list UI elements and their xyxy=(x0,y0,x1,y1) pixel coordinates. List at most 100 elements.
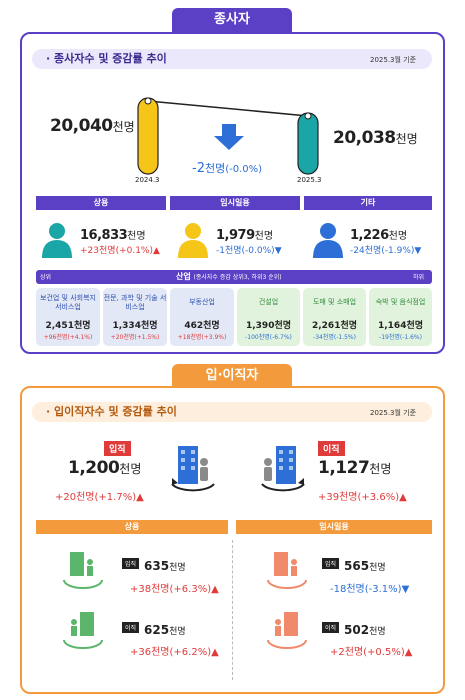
industry-change: +20천명(+1.5%) xyxy=(110,334,160,341)
left-total-value: 20,040 xyxy=(50,116,113,136)
row-value-unit: 천명 xyxy=(169,563,186,573)
employees-subtitle-text: 종사자수 및 증감률 추이 xyxy=(54,52,167,65)
industry-value: 1,390천명 xyxy=(245,321,292,331)
industry-change: -19천명(-1.6%) xyxy=(379,334,422,341)
row-value: 565천명 xyxy=(344,555,386,574)
row-chg-pct: (+6.2%) xyxy=(169,647,212,658)
other-chg-unit: 천명 xyxy=(364,246,382,256)
up-arrow-icon: ▲ xyxy=(404,647,413,658)
hire-tag: 입직 xyxy=(104,441,131,456)
temporary-unit: 천명 xyxy=(254,231,274,242)
category-change-other: -24천명(-1.9%)▼ xyxy=(350,243,421,256)
down-arrow-icon xyxy=(214,124,244,150)
industry-name: 건설업 xyxy=(258,298,279,306)
hires-date-note: 2025.3월 기준 xyxy=(370,409,417,417)
comparison-graphic xyxy=(137,97,319,175)
category-label-temporary: 임시일용 xyxy=(170,196,300,210)
category-label-regular: 상용 xyxy=(36,196,166,210)
separation-total-unit: 천명 xyxy=(369,462,392,476)
bar-2024 xyxy=(137,97,159,175)
industry-value: 2,261천명 xyxy=(311,321,358,331)
industry-name: 보건업 및 사회복지 서비스업 xyxy=(40,294,96,311)
period-2025: 2025.3 xyxy=(297,176,322,184)
row-value-unit: 천명 xyxy=(369,563,386,573)
bullet: · xyxy=(46,52,55,65)
row-chg-pct: (+6.3%) xyxy=(169,584,212,595)
hire-chg-unit: 천명 xyxy=(76,492,95,503)
industry-name: 도매 및 소매업 xyxy=(312,298,357,306)
category-label-other: 기타 xyxy=(304,196,432,210)
row-chg-unit: 천명 xyxy=(344,647,364,658)
trend-line xyxy=(147,100,309,117)
down-arrow-icon: ▼ xyxy=(274,246,282,256)
row-tag: 이직 xyxy=(322,622,340,633)
industry-change: -100천명(-6.7%) xyxy=(245,334,292,341)
employees-panel xyxy=(20,32,445,354)
category-change-regular: +23천명(+0.1%)▲ xyxy=(80,243,160,256)
row-chg-unit: 천명 xyxy=(346,584,365,595)
bullet: · xyxy=(46,405,55,418)
row-chg-val: +38 xyxy=(130,584,152,595)
hire-chg-pct: (+1.7%) xyxy=(94,492,137,503)
separation-total-value: 1,127 xyxy=(318,458,370,478)
row-change: +38천명(+6.3%)▲ xyxy=(130,580,219,595)
group-divider xyxy=(232,540,233,680)
industry-name: 숙박 및 음식점업 xyxy=(375,298,426,306)
separation-icon-regular xyxy=(63,612,103,649)
separation-tag: 이직 xyxy=(318,441,345,456)
row-value-num: 635 xyxy=(144,559,170,573)
other-unit: 천명 xyxy=(388,231,408,242)
sep-chg-val: +39 xyxy=(318,492,340,503)
category-value-temporary: 1,979천명 xyxy=(216,224,273,243)
down-arrow-icon: ▼ xyxy=(414,246,422,256)
category-change-temporary: -1천명(-0.0%)▼ xyxy=(216,243,282,256)
category-value-other: 1,226천명 xyxy=(350,224,407,243)
industry-change: +96천명(+4.1%) xyxy=(43,334,93,341)
regular-value: 16,833 xyxy=(80,228,128,243)
industry-value: 2,451천명 xyxy=(45,321,91,331)
hire-total-unit: 천명 xyxy=(119,462,142,476)
other-value: 1,226 xyxy=(350,228,389,243)
up-arrow-icon: ▲ xyxy=(153,246,160,256)
bar-2025-dot xyxy=(304,112,312,120)
industry-card-construction: 건설업 1,390천명 -100천명(-6.7%) xyxy=(237,288,300,346)
up-arrow-icon: ▲ xyxy=(211,647,219,658)
total-change-pct: (-0.0%) xyxy=(225,164,263,175)
regular-chg-unit: 천명 xyxy=(99,246,116,256)
sep-chg-pct: (+3.6%) xyxy=(357,492,400,503)
section-tab-employees: 종사자 xyxy=(172,8,292,32)
industry-card-health: 보건업 및 사회복지 서비스업 2,451천명 +96천명(+4.1%) xyxy=(36,288,100,346)
group-label-regular: 상용 xyxy=(36,520,228,534)
row-chg-unit: 천명 xyxy=(151,584,170,595)
bar-2025 xyxy=(297,112,319,175)
temporary-value: 1,979 xyxy=(216,228,255,243)
up-arrow-icon: ▲ xyxy=(399,492,407,503)
industry-card-realestate: 부동산업 462천명 +18천명(+3.9%) xyxy=(170,288,234,346)
left-total: 20,040천명 xyxy=(50,116,135,136)
category-value-regular: 16,833천명 xyxy=(80,224,146,243)
hire-icon-regular xyxy=(63,552,103,589)
temporary-chg-val: -1 xyxy=(216,246,225,256)
right-total: 20,038천명 xyxy=(333,128,418,148)
period-2024: 2024.3 xyxy=(135,176,160,184)
industry-value: 462천명 xyxy=(184,321,220,331)
row-value: 635천명 xyxy=(144,555,186,574)
industry-left-tag: 상위 xyxy=(40,274,52,281)
temporary-chg-unit: 천명 xyxy=(224,246,242,256)
left-total-unit: 천명 xyxy=(112,120,135,134)
industry-value: 1,164천명 xyxy=(377,321,424,331)
row-value: 502천명 xyxy=(344,619,386,638)
separation-total: 1,127천명 xyxy=(318,458,391,478)
separation-change: +39천명(+3.6%)▲ xyxy=(318,488,407,503)
group-label-temporary: 임시일용 xyxy=(236,520,432,534)
temporary-chg-pct: (-0.0%) xyxy=(241,246,275,256)
right-total-unit: 천명 xyxy=(395,132,418,146)
row-chg-pct: (-3.1%) xyxy=(364,584,402,595)
hires-panel xyxy=(20,386,445,694)
row-value-unit: 천명 xyxy=(369,627,386,637)
up-arrow-icon: ▲ xyxy=(136,492,144,503)
row-chg-val: +2 xyxy=(330,647,345,658)
hires-subtitle: · 입이직자수 및 증감률 추이 xyxy=(32,402,432,422)
industry-right-tag: 하위 xyxy=(413,274,425,281)
hire-change: +20천명(+1.7%)▲ xyxy=(55,488,144,503)
